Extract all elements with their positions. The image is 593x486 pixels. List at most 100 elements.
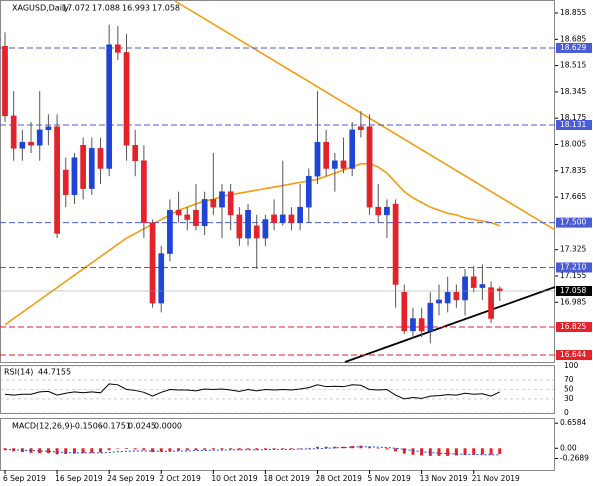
candle-body [323, 141, 330, 169]
y-tick-label: 18.345 [560, 87, 586, 96]
macd-bar [168, 448, 172, 451]
candle-body [314, 141, 321, 177]
level-label: 17.500 [560, 218, 586, 227]
candle-body [114, 44, 121, 53]
macd-bar [281, 448, 285, 450]
level-tag [556, 217, 592, 228]
macd-bar [29, 448, 33, 453]
candle-body [305, 175, 312, 208]
macd-bar [185, 448, 189, 451]
y-tick-label: 17.325 [560, 245, 586, 254]
candle-body [106, 44, 113, 169]
candle-body [175, 209, 182, 216]
candle-body [462, 276, 468, 301]
ohlc-readout: 17.072 [62, 4, 90, 13]
macd-bar [203, 448, 207, 450]
macd-panel [0, 418, 555, 471]
macd-bar [125, 448, 129, 450]
macd-bar [307, 447, 311, 449]
y-tick-label: 18.005 [560, 139, 586, 148]
rsi-tick-label: 30 [564, 394, 574, 403]
candle-body [149, 222, 156, 304]
signal-line [4, 446, 500, 456]
level-label: 16.825 [560, 322, 586, 331]
macd-bar [342, 446, 346, 449]
candle-body [297, 206, 303, 223]
y-tick-label: 17.155 [560, 271, 586, 280]
candle-body [80, 145, 86, 189]
macd-bar [237, 448, 241, 450]
candle-body [201, 199, 208, 226]
candle-body [141, 160, 147, 223]
macd-bar [177, 448, 181, 451]
candle-body [349, 129, 356, 169]
x-tick-label: 21 Nov 2019 [472, 474, 520, 483]
candle-body [453, 291, 460, 301]
ohlc-readout: 17.088 [92, 4, 120, 13]
macd-bar [90, 448, 94, 453]
macd-bar [446, 448, 450, 456]
macd-bar [220, 448, 224, 450]
macd-bar [402, 448, 406, 454]
candle-body [97, 148, 104, 169]
candle-body [167, 209, 173, 254]
candle-body [227, 191, 234, 216]
macd-bar [55, 448, 59, 455]
candle-body [401, 291, 408, 332]
x-tick-label: 18 Oct 2019 [263, 474, 310, 483]
macd-bar [385, 448, 389, 450]
candle-body [10, 115, 17, 149]
rsi-tick-label: 0 [564, 408, 569, 417]
candle-body [418, 318, 425, 332]
candle-body [496, 288, 503, 292]
level-label: 16.644 [560, 350, 586, 359]
candle-body [479, 284, 486, 288]
level-label: 18.629 [560, 43, 586, 52]
macd-tick-label: 0.6584 [560, 418, 586, 427]
level-tag [556, 350, 592, 361]
down-trendline [174, 0, 556, 231]
x-tick-label: 2 Oct 2019 [159, 474, 201, 483]
candle-body [358, 126, 364, 131]
macd-bar [376, 448, 380, 449]
macd-tick-label: -0.2689 [560, 454, 589, 463]
main-panel [0, 0, 555, 363]
candle-body [288, 214, 295, 223]
rsi-tick-label: 50 [564, 385, 574, 394]
candle-body [488, 287, 494, 319]
macd-bar [255, 448, 259, 450]
macd-bar [454, 448, 458, 456]
macd-bar [64, 448, 68, 454]
macd-bar [72, 448, 76, 454]
candle-body [436, 299, 442, 304]
macd-extra-readout: 0.0245 [128, 422, 156, 431]
macd-bar [498, 448, 502, 455]
macd-bar [394, 448, 398, 452]
chart-title: XAGUSD,Daily [12, 4, 69, 13]
macd-bar [333, 446, 337, 449]
candle-body [236, 214, 243, 239]
header: XAGUSD,Daily [12, 4, 69, 13]
ohlc-readout: 17.058 [152, 4, 180, 13]
candle-body [71, 157, 78, 196]
candle-body [279, 214, 286, 223]
macd-label: MACD(12,26,9) [12, 422, 73, 431]
candle-body [219, 191, 225, 208]
candle-body [366, 126, 373, 208]
macd-bar [368, 447, 372, 449]
x-tick-label: 6 Sep 2019 [3, 474, 46, 483]
x-tick-label: 13 Nov 2019 [420, 474, 468, 483]
current-price-tag [556, 285, 592, 296]
signal-readout: -0.1751 [100, 422, 131, 431]
x-tick-label: 24 Sep 2019 [107, 474, 155, 483]
macd-bar [289, 448, 293, 450]
candle-body [54, 126, 60, 234]
x-tick-label: 5 Nov 2019 [368, 474, 411, 483]
macd-bar [133, 448, 137, 450]
macd-bar [159, 448, 163, 452]
y-tick-label: 18.855 [560, 8, 586, 17]
candle-body [410, 318, 416, 332]
candle-body [210, 199, 217, 208]
level-label: 18.131 [560, 120, 586, 129]
